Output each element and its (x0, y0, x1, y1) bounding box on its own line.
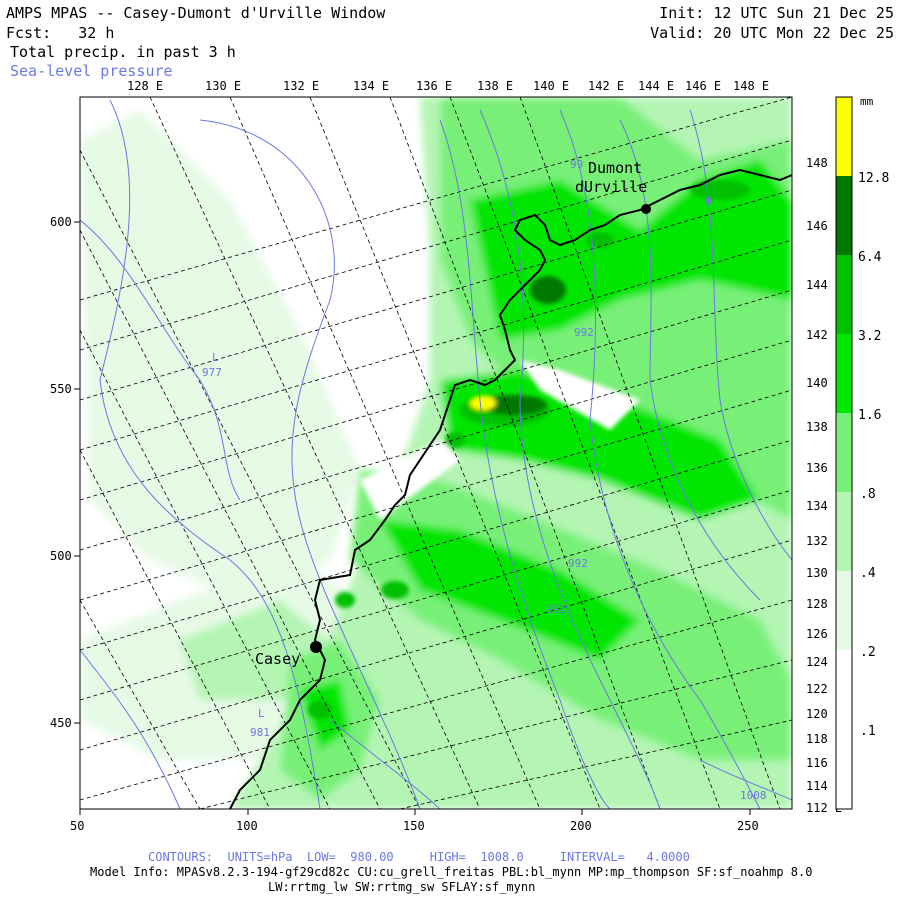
pressure-label-99: 99 (570, 158, 583, 171)
top-lon-148: 148 E (733, 79, 769, 93)
right-lon-116: 116 E (806, 756, 842, 770)
precip-shading (80, 97, 792, 809)
low-label-1: L (212, 351, 219, 364)
pressure-label-992-c: 992 (546, 603, 566, 616)
colorbar-box-pale-green (836, 492, 852, 571)
fcst-label: Fcst: (6, 24, 52, 42)
top-lon-136: 136 E (416, 79, 452, 93)
colorbar-level-0.4: .4 (860, 566, 876, 581)
pressure-label-977: 977 (202, 366, 222, 379)
valid-time: Valid: 20 UTC Mon 22 Dec 25 (650, 24, 894, 42)
x-tick-100: 100 (236, 819, 258, 833)
overlay-name: Sea-level pressure (10, 62, 173, 80)
right-lon-124: 124 E (806, 655, 842, 669)
latlon-grid (80, 97, 792, 809)
x-axis: 50 100 150 200 250 (70, 809, 759, 833)
colorbar-box-yellow (836, 97, 852, 176)
colorbar-frame (835, 96, 853, 810)
map-frame (79, 96, 793, 810)
top-lon-138: 138 E (477, 79, 513, 93)
pressure-label-992-a: 992 (574, 326, 594, 339)
coastline (229, 168, 792, 809)
x-tick-50: 50 (70, 819, 84, 833)
right-lon-130: 130 E (806, 566, 842, 580)
top-lon-132: 132 E (283, 79, 319, 93)
colorbar-box-dark-green (836, 176, 852, 255)
contour-info: CONTOURS: UNITS=hPa LOW= 980.00 HIGH= 10… (148, 850, 690, 864)
top-lon-130: 130 E (205, 79, 241, 93)
colorbar-level-0.8: .8 (860, 487, 876, 502)
right-lon-126: 126 E (806, 627, 842, 641)
colorbar-level-12.8: 12.8 (858, 171, 889, 186)
colorbar-box-light-green (836, 413, 852, 492)
x-tick-250: 250 (737, 819, 759, 833)
init-time: Init: 12 UTC Sun 21 Dec 25 (659, 4, 894, 22)
forecast-hour: Fcst: 32 h (6, 24, 114, 42)
pressure-label-0: 0 (705, 195, 712, 208)
right-lon-136: 136 E (806, 461, 842, 475)
casey-station-marker (310, 641, 322, 653)
right-lon-134: 134 E (806, 499, 842, 513)
model-info: Model Info: MPASv8.2.3-194-gf29cd82c CU:… (90, 865, 813, 879)
right-lon-114: 114 E (806, 779, 842, 793)
y-tick-450: 450 (50, 716, 72, 730)
low-label-2: L (258, 707, 265, 720)
y-tick-500: 500 (50, 549, 72, 563)
top-lon-140: 140 E (533, 79, 569, 93)
pressure-label-981: 981 (250, 726, 270, 739)
top-lon-128: 128 E (127, 79, 163, 93)
dumont-station-marker (641, 204, 651, 214)
physics-info: LW:rrtmg_lw SW:rrtmg_sw SFLAY:sf_mynn (268, 880, 536, 894)
colorbar-level-3.2: 3.2 (858, 329, 881, 344)
right-lon-144: 144 E (806, 278, 842, 292)
x-tick-150: 150 (403, 819, 425, 833)
colorbar-level-0.1: .1 (860, 724, 876, 739)
pressure-label-1008: 1008 (740, 789, 767, 802)
colorbar-box-bright-green (836, 334, 852, 413)
map-title: AMPS MPAS -- Casey-Dumont d'Urville Wind… (6, 4, 386, 22)
colorbar-level-1.6: 1.6 (858, 408, 881, 423)
right-lon-labels: 148 E 146 E 144 E 142 E 140 E 138 E 136 … (806, 156, 842, 815)
right-lon-138: 138 E (806, 420, 842, 434)
right-lon-122: 122 E (806, 682, 842, 696)
colorbar-unit: mm (860, 95, 874, 108)
right-lon-132: 132 E (806, 534, 842, 548)
right-lon-118: 118 E (806, 732, 842, 746)
right-lon-128: 128 E (806, 597, 842, 611)
pressure-labels: L 977 L 981 99 992 992 992 1008 0 (202, 158, 767, 802)
x-tick-200: 200 (570, 819, 592, 833)
right-lon-148: 148 E (806, 156, 842, 170)
right-lon-120: 120 E (806, 707, 842, 721)
colorbar-level-6.4: 6.4 (858, 250, 882, 265)
dumont-label-line2: dUrville (575, 178, 647, 196)
pressure-contours (80, 99, 792, 809)
colorbar-box-green (836, 255, 852, 334)
top-lon-labels: 128 E 130 E 132 E 134 E 136 E 138 E 140 … (127, 79, 769, 93)
y-tick-550: 550 (50, 382, 72, 396)
dumont-label-line1: Dumont (588, 159, 642, 177)
colorbar-box-white (836, 650, 852, 809)
colorbar-level-0.2: .2 (860, 645, 876, 660)
right-lon-146: 146 E (806, 219, 842, 233)
right-lon-140: 140 E (806, 376, 842, 390)
pressure-label-992-b: 992 (568, 557, 588, 570)
casey-label: Casey (255, 650, 300, 668)
top-lon-144: 144 E (638, 79, 674, 93)
field-name: Total precip. in past 3 h (10, 43, 236, 61)
top-lon-146: 146 E (685, 79, 721, 93)
colorbar: mm 12.8 6.4 3.2 1.6 .8 .4 .2 .1 (835, 95, 889, 810)
right-lon-142: 142 E (806, 328, 842, 342)
top-lon-134: 134 E (353, 79, 389, 93)
right-lon-112: 112 E (806, 801, 842, 815)
y-tick-600: 600 (50, 215, 72, 229)
precip-cores (308, 180, 750, 719)
top-lon-142: 142 E (588, 79, 624, 93)
colorbar-box-very-pale-green (836, 571, 852, 650)
y-axis: 450 500 550 600 (50, 215, 80, 730)
fcst-value: 32 h (78, 24, 115, 42)
